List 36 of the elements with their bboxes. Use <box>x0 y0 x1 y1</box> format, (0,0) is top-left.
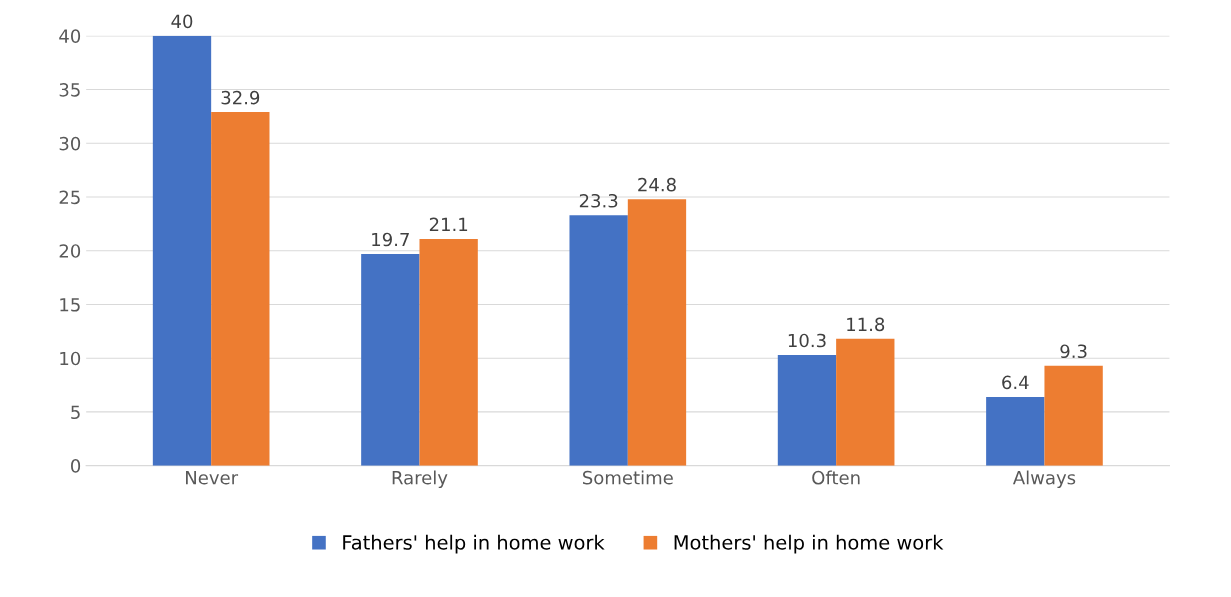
bar <box>569 215 628 466</box>
y-tick-label: 35 <box>59 83 80 97</box>
y-tick-label: 5 <box>71 405 80 420</box>
bar <box>1044 365 1103 466</box>
bar <box>419 238 478 466</box>
bar <box>986 396 1045 466</box>
bar <box>777 354 837 466</box>
legend-label: Fathers' help in home work <box>343 534 605 554</box>
x-tick-label: Never <box>186 471 239 485</box>
bar <box>152 35 212 466</box>
x-tick-label: Sometime <box>583 470 673 485</box>
data-label: 10.3 <box>788 333 826 348</box>
y-tick-label: 20 <box>59 244 81 258</box>
bar <box>361 253 420 466</box>
data-label: 9.3 <box>1060 344 1087 359</box>
data-label: 40 <box>171 14 193 29</box>
x-tick-label: Rarely <box>392 470 448 488</box>
y-tick-label: 30 <box>59 136 81 151</box>
y-tick-label: 10 <box>60 351 81 366</box>
legend-label: Mothers' help in home work <box>674 534 944 554</box>
bar <box>627 199 687 466</box>
data-label: 6.4 <box>1002 375 1029 390</box>
y-tick-label: 0 <box>71 459 81 473</box>
data-label: 19.7 <box>372 232 409 247</box>
y-tick-label: 15 <box>60 298 80 312</box>
x-tick-label: Often <box>812 470 860 485</box>
data-label: 23.3 <box>579 193 618 208</box>
y-tick-label: 40 <box>59 29 81 43</box>
x-tick-label: Always <box>1012 470 1076 488</box>
bar <box>836 338 895 466</box>
data-label: 24.8 <box>638 177 676 192</box>
bar <box>211 112 270 466</box>
data-label: 21.1 <box>429 217 468 231</box>
data-label: 11.8 <box>847 317 885 332</box>
data-label: 32.9 <box>221 90 260 105</box>
y-tick-label: 25 <box>59 190 80 205</box>
